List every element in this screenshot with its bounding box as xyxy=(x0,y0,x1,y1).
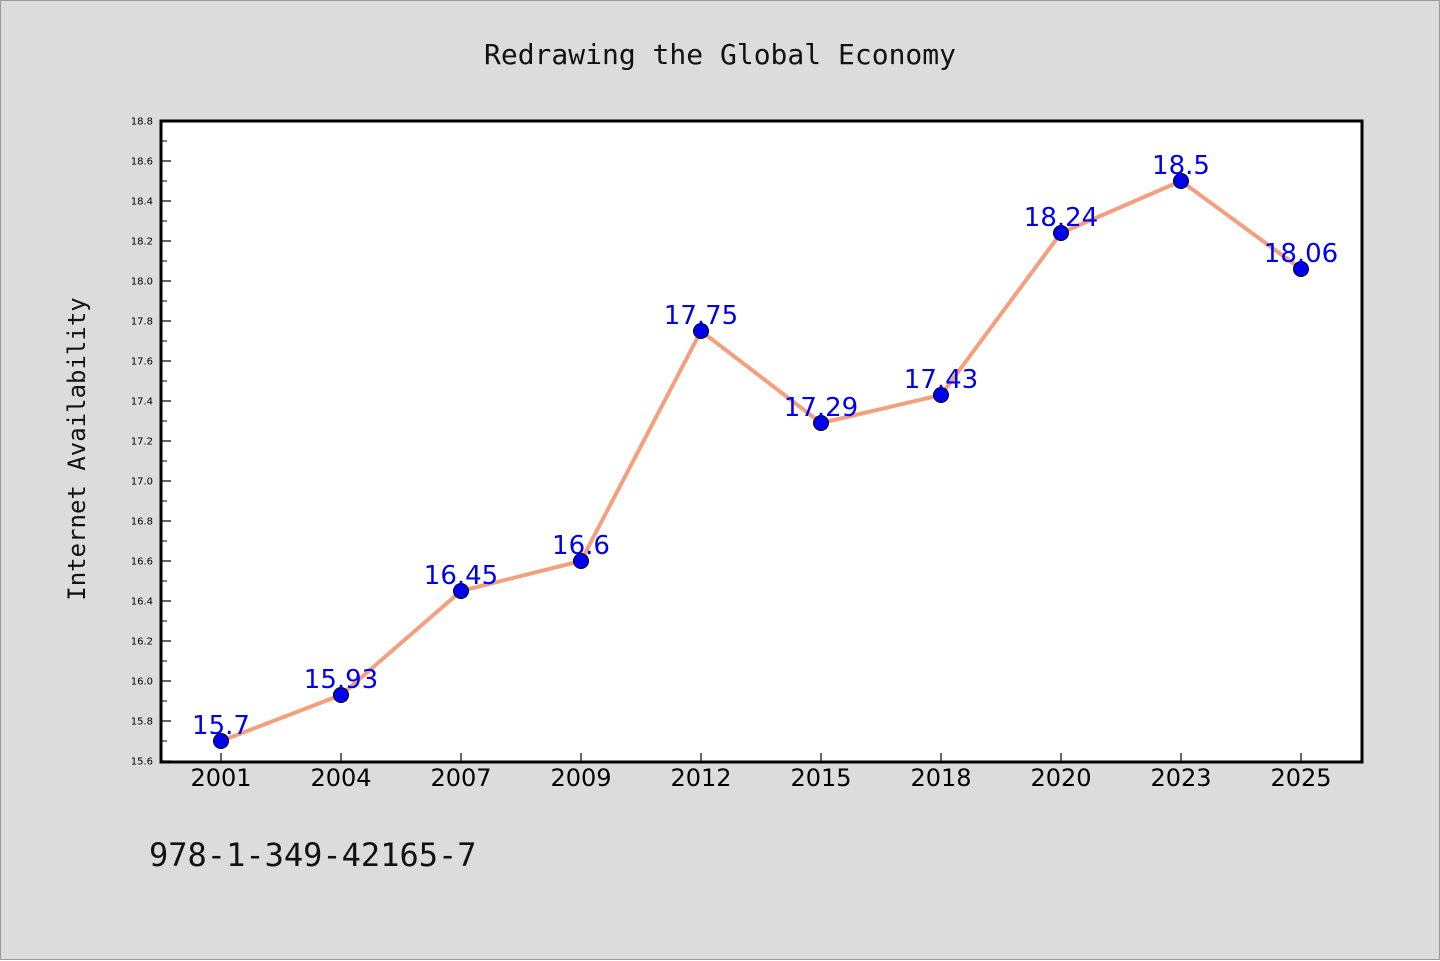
series-line-group xyxy=(219,179,1303,743)
data-point-marker xyxy=(813,415,829,431)
x-tick-label: 2025 xyxy=(1270,764,1331,792)
x-tick-label: 2023 xyxy=(1150,764,1211,792)
data-label: 18.24 xyxy=(1024,203,1098,233)
y-tick-label: 17.8 xyxy=(131,317,153,328)
y-axis-label: Internet Availability xyxy=(63,297,91,600)
x-tick-label: 2015 xyxy=(790,764,851,792)
x-tick-label: 2001 xyxy=(190,764,251,792)
data-point-marker xyxy=(453,583,469,599)
data-label: 16.45 xyxy=(424,561,498,591)
series-markers xyxy=(213,173,1309,749)
data-label: 15.93 xyxy=(304,665,378,695)
y-tick-label: 16.2 xyxy=(131,637,153,648)
x-tick-label: 2004 xyxy=(310,764,371,792)
x-tick-label: 2018 xyxy=(910,764,971,792)
data-label: 18.06 xyxy=(1264,239,1338,269)
series-line xyxy=(219,179,1303,743)
y-tick-label: 18.2 xyxy=(131,237,153,248)
data-point-marker xyxy=(573,553,589,569)
y-tick-label: 16.0 xyxy=(131,677,153,688)
data-label: 17.75 xyxy=(664,301,738,331)
y-tick-label: 17.4 xyxy=(131,397,153,408)
x-tick-label: 2007 xyxy=(430,764,491,792)
chart-title: Redrawing the Global Economy xyxy=(484,38,956,71)
x-tick-label: 2020 xyxy=(1030,764,1091,792)
data-labels: 15.7 15.93 16.45 16.6 17.75 17.29 17.43 18.24 18… xyxy=(192,151,1338,741)
data-point-marker xyxy=(933,387,949,403)
y-tick-label: 17.0 xyxy=(131,477,153,488)
data-label: 18.5 xyxy=(1152,151,1210,181)
data-point-marker xyxy=(1173,173,1189,189)
y-tick-label: 15.6 xyxy=(131,757,153,768)
y-tick-label: 18.8 xyxy=(131,117,153,128)
data-label: 17.43 xyxy=(904,365,978,395)
data-label: 17.29 xyxy=(784,393,858,423)
x-axis-ticks: 2001 2004 2007 2009 2012 2015 2018 2020 2023 2025 xyxy=(190,753,1332,792)
y-axis-ticks: 15.6 15.8 16.0 16.2 16.4 16.6 16.8 17.0 17.2 17.4… xyxy=(131,117,171,768)
x-tick-label: 2009 xyxy=(550,764,611,792)
data-point-marker xyxy=(693,323,709,339)
y-tick-label: 16.4 xyxy=(131,597,153,608)
isbn-text: 978-1-349-42165-7 xyxy=(149,836,477,874)
data-label: 16.6 xyxy=(552,531,610,561)
data-point-marker xyxy=(213,733,229,749)
data-point-marker xyxy=(333,687,349,703)
y-tick-label: 16.8 xyxy=(131,517,153,528)
y-tick-label: 17.6 xyxy=(131,357,153,368)
y-tick-label: 16.6 xyxy=(131,557,153,568)
plot-area xyxy=(159,119,1364,764)
data-label: 15.7 xyxy=(192,711,250,741)
y-tick-label: 18.0 xyxy=(131,277,153,288)
data-point-marker xyxy=(1293,261,1309,277)
y-tick-label: 17.2 xyxy=(131,437,153,448)
y-tick-label: 18.4 xyxy=(131,197,153,208)
y-tick-label: 18.6 xyxy=(131,157,153,168)
data-point-marker xyxy=(1053,225,1069,241)
x-tick-label: 2012 xyxy=(670,764,731,792)
y-tick-label: 15.8 xyxy=(131,717,153,728)
